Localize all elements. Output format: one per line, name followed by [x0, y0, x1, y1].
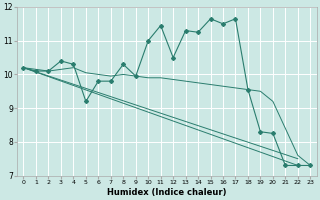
X-axis label: Humidex (Indice chaleur): Humidex (Indice chaleur) [107, 188, 227, 197]
